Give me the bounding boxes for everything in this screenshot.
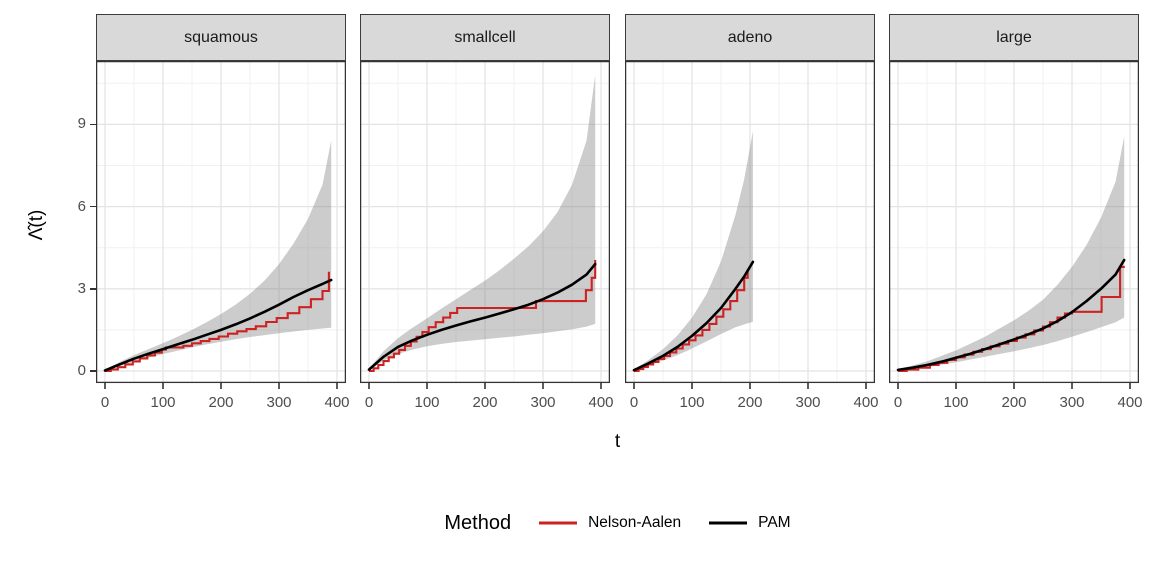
nelson-aalen-key-line-icon bbox=[539, 521, 578, 525]
legend-item-pam: PAM bbox=[707, 514, 791, 532]
x-tick-label: 300 bbox=[266, 394, 292, 411]
x-axis: 0 100 200 300 400 bbox=[360, 394, 614, 414]
x-tick-label: 100 bbox=[150, 394, 176, 411]
x-tick-label: 300 bbox=[530, 394, 556, 411]
legend-item-label: PAM bbox=[758, 514, 791, 531]
facet-strip-label: smallcell bbox=[454, 28, 516, 46]
legend: Method Nelson-Aalen PAM bbox=[96, 500, 1139, 546]
y-tick-label: 3 bbox=[77, 279, 86, 297]
x-tick-label: 0 bbox=[629, 394, 639, 411]
facet-large: large 0 100 200 300 400 bbox=[889, 14, 1143, 434]
legend-item-label: Nelson-Aalen bbox=[588, 514, 682, 531]
y-tick-mark bbox=[90, 205, 96, 208]
legend-title: Method bbox=[444, 511, 512, 534]
y-tick-mark bbox=[90, 123, 96, 126]
y-axis-title: Λ̂(t) bbox=[26, 209, 47, 241]
y-tick-label: 9 bbox=[77, 115, 86, 133]
y-tick-label: 6 bbox=[77, 197, 86, 215]
panel-plot-adeno bbox=[625, 61, 875, 389]
y-tick-mark bbox=[90, 370, 96, 372]
y-tick-mark bbox=[90, 288, 96, 290]
facet-adeno: adeno 0 100 200 300 400 bbox=[625, 14, 879, 434]
x-tick-label: 200 bbox=[472, 394, 498, 411]
panel-plot-large bbox=[889, 61, 1139, 389]
x-tick-label: 300 bbox=[1059, 394, 1085, 411]
x-tick-label: 400 bbox=[588, 394, 614, 411]
legend-item-nelson-aalen: Nelson-Aalen bbox=[537, 514, 681, 532]
x-tick-label: 400 bbox=[324, 394, 350, 411]
facet-strip: adeno bbox=[625, 14, 875, 61]
facet-squamous: squamous 0 100 200 300 400 bbox=[96, 14, 350, 434]
pam-key-line-icon bbox=[709, 521, 748, 525]
facet-strip: large bbox=[889, 14, 1139, 61]
x-tick-label: 100 bbox=[943, 394, 969, 411]
x-tick-label: 200 bbox=[1001, 394, 1027, 411]
x-tick-label: 400 bbox=[853, 394, 879, 411]
facet-smallcell: smallcell 0 100 200 300 400 bbox=[360, 14, 614, 434]
panel-plot-smallcell bbox=[360, 61, 610, 389]
facet-strip-label: large bbox=[996, 28, 1032, 46]
x-axis: 0 100 200 300 400 bbox=[625, 394, 879, 414]
facet-strip-label: adeno bbox=[727, 28, 773, 46]
x-tick-label: 200 bbox=[737, 394, 763, 411]
facet-strip: smallcell bbox=[360, 14, 610, 61]
y-tick-label: 0 bbox=[77, 362, 86, 379]
x-tick-label: 200 bbox=[208, 394, 234, 411]
x-axis-title: t bbox=[614, 431, 621, 452]
x-tick-label: 100 bbox=[679, 394, 705, 411]
x-axis: 0 100 200 300 400 bbox=[96, 394, 350, 414]
facet-strip-label: squamous bbox=[184, 28, 258, 46]
x-axis: 0 100 200 300 400 bbox=[889, 394, 1143, 414]
x-tick-label: 0 bbox=[100, 394, 110, 411]
x-tick-label: 0 bbox=[893, 394, 903, 411]
x-tick-label: 100 bbox=[414, 394, 440, 411]
x-tick-label: 400 bbox=[1117, 394, 1143, 411]
panel-plot-squamous bbox=[96, 61, 346, 389]
x-tick-label: 300 bbox=[795, 394, 821, 411]
x-tick-label: 0 bbox=[364, 394, 374, 411]
facet-strip: squamous bbox=[96, 14, 346, 61]
